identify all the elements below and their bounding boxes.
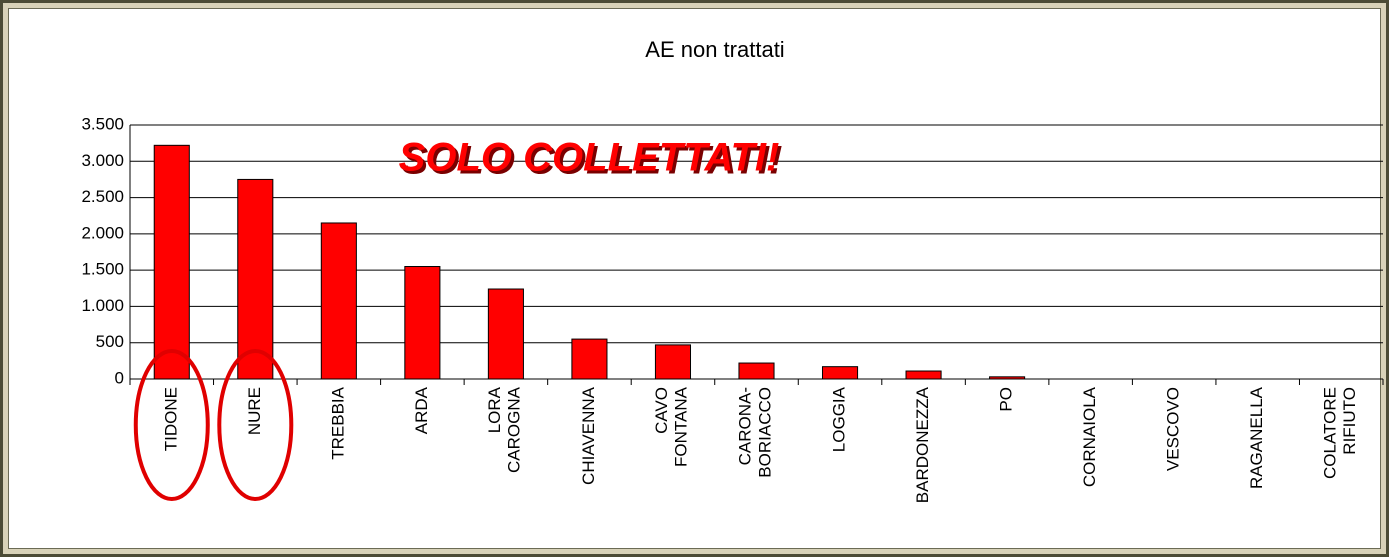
x-tick-label: LOGGIA xyxy=(830,386,849,452)
y-tick-label: 3.000 xyxy=(81,151,124,170)
x-tick-label: LORACAROGNA xyxy=(486,386,525,473)
x-tick-label: RAGANELLA xyxy=(1247,386,1266,489)
x-tick-label: NURE xyxy=(245,387,264,435)
bar xyxy=(905,370,942,380)
y-tick-label: 3.500 xyxy=(81,114,124,133)
bar xyxy=(487,288,524,380)
y-tick-label: 2.000 xyxy=(81,223,124,242)
bar xyxy=(989,376,1026,380)
y-tick-label: 1.500 xyxy=(81,260,124,279)
annotation-shadow: SOLO COLLETTATI! xyxy=(402,139,783,183)
bar xyxy=(738,362,775,380)
x-tick-label: CAVOFONTANA xyxy=(653,386,692,467)
bar xyxy=(320,222,357,380)
x-tick-label: VESCOVO xyxy=(1164,387,1183,471)
highlight-ellipse xyxy=(133,349,210,501)
x-tick-label: TIDONE xyxy=(161,387,180,451)
bar xyxy=(153,144,190,380)
bar xyxy=(237,178,274,380)
y-tick-label: 0 xyxy=(115,368,124,387)
x-tick-label: ARDA xyxy=(412,386,431,434)
x-tick-label: CHIAVENNA xyxy=(579,386,598,485)
x-tick-label: BARDONEZZA xyxy=(913,386,932,503)
bar xyxy=(821,366,859,380)
y-tick-label: 500 xyxy=(96,332,124,351)
bar xyxy=(404,266,441,380)
x-tick-label: CORNAIOLA xyxy=(1080,386,1099,487)
y-tick-label: 2.500 xyxy=(81,187,124,206)
y-tick-label: 1.000 xyxy=(81,296,124,315)
chart-title: AE non trattati xyxy=(645,37,784,62)
highlight-ellipse xyxy=(217,349,294,501)
chart: AE non trattati 0 500 1.000 1.500 2.000 2.500… xyxy=(81,37,1384,503)
bar xyxy=(654,344,692,380)
x-tick-label: TREBBIA xyxy=(328,386,347,459)
x-tick-label: COLATORERIFIUTO xyxy=(1321,387,1360,479)
annotation: SOLO COLLETTATI! xyxy=(399,136,780,180)
x-tick-label: CARONA-BORIACCO xyxy=(736,387,775,478)
x-tick-label: PO xyxy=(997,387,1016,412)
bar xyxy=(571,338,608,380)
